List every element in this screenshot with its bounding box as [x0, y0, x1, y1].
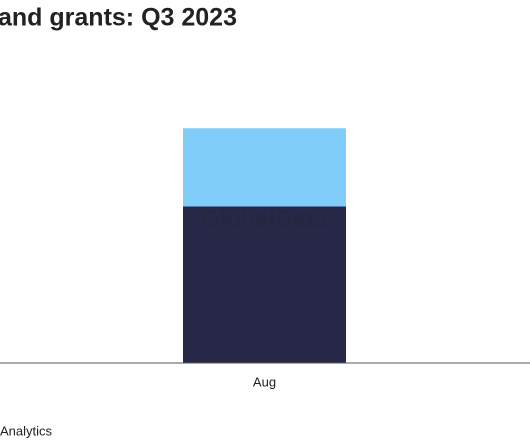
source-note: Analytics [0, 423, 53, 438]
bar-segment [183, 128, 346, 207]
bar-segment [183, 206, 346, 363]
chart-title: and grants: Q3 2023 [0, 4, 237, 32]
x-tick-label: Aug [253, 374, 276, 389]
watermark: GlobalData [201, 205, 328, 232]
